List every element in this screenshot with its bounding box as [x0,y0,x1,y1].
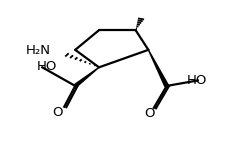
Polygon shape [148,50,169,86]
Text: HO: HO [186,74,207,87]
Text: H₂N: H₂N [25,44,51,57]
Text: O: O [53,106,63,119]
Polygon shape [74,67,99,87]
Text: HO: HO [37,60,57,73]
Text: O: O [144,107,155,120]
